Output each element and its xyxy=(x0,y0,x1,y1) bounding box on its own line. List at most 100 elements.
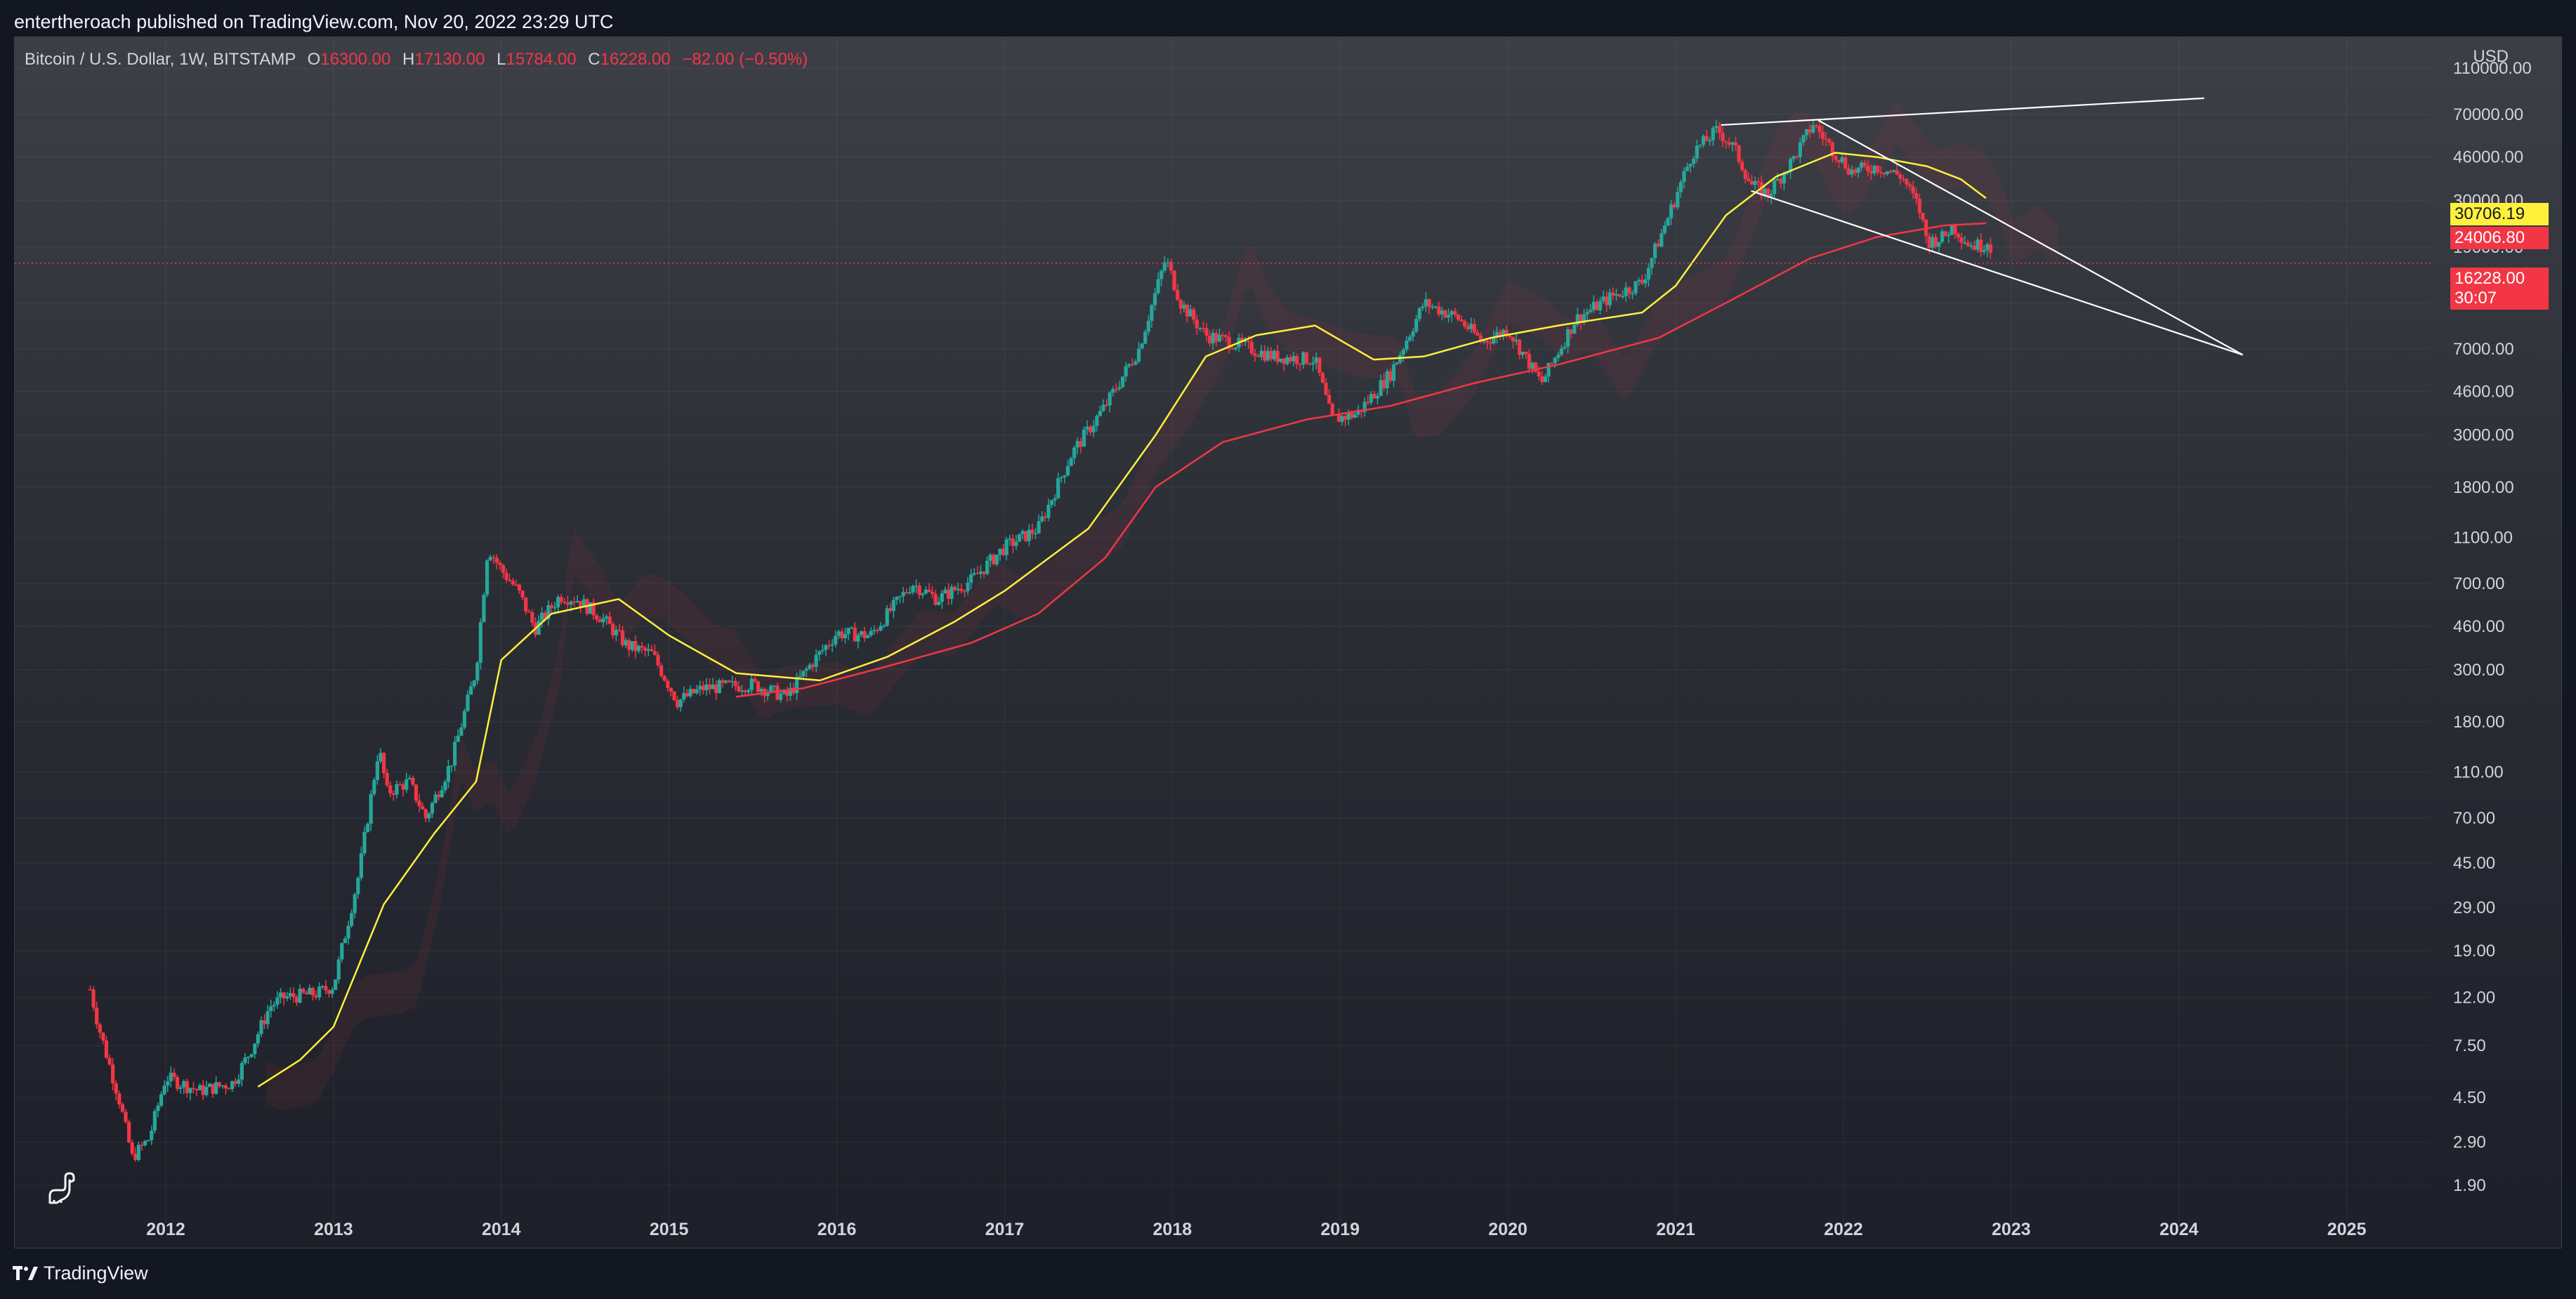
dino-icon[interactable] xyxy=(41,1169,81,1208)
candle-body xyxy=(1637,279,1641,282)
candle-body xyxy=(633,641,638,652)
candle-body xyxy=(1530,362,1535,369)
candle-body xyxy=(1049,500,1054,505)
candle-body xyxy=(1830,142,1834,157)
candle-body xyxy=(740,690,744,692)
candle-body xyxy=(104,1040,109,1058)
candle-body xyxy=(1143,331,1148,344)
candle-body xyxy=(875,630,880,631)
candle-body xyxy=(1401,349,1405,355)
candle-body xyxy=(152,1111,157,1131)
candle-body xyxy=(1040,516,1044,522)
candle-body xyxy=(1201,328,1206,329)
candle-body xyxy=(1043,516,1047,518)
candle-body xyxy=(1336,414,1341,422)
chart-canvas[interactable]: 110000.0070000.0046000.0030000.0019000.0… xyxy=(15,37,2561,1248)
candle-body xyxy=(1124,366,1128,377)
x-tick-label: 2016 xyxy=(817,1220,857,1239)
candle-body xyxy=(385,773,389,786)
candle-body xyxy=(1598,301,1603,310)
candle-body xyxy=(850,627,854,629)
candle-body xyxy=(1421,306,1425,308)
candle-body xyxy=(656,654,660,666)
candle-body xyxy=(1091,426,1096,433)
candle-body xyxy=(563,602,567,603)
candle-body xyxy=(556,597,560,607)
candle-body xyxy=(1327,395,1332,404)
candle-body xyxy=(1008,538,1012,540)
y-tick-label: 45.00 xyxy=(2453,854,2495,873)
candle-body xyxy=(604,616,609,619)
candle-body xyxy=(1317,357,1322,374)
candle-body xyxy=(775,685,780,700)
candle-body xyxy=(940,593,944,602)
candle-body xyxy=(1217,334,1222,342)
candle-body xyxy=(298,989,302,1003)
candle-body xyxy=(1740,161,1744,171)
y-tick-label: 300.00 xyxy=(2453,661,2504,680)
candle-body xyxy=(1033,533,1038,535)
axis-unit-label: USD xyxy=(2473,47,2509,66)
candle-body xyxy=(598,619,602,623)
candle-body xyxy=(559,597,563,602)
candle-body xyxy=(1537,371,1541,376)
publisher-line: entertheroach published on TradingView.c… xyxy=(14,11,614,32)
candle-body xyxy=(423,809,428,819)
y-tick-label: 1800.00 xyxy=(2453,478,2514,497)
high-value: 17130.00 xyxy=(414,50,485,69)
candle-body xyxy=(1253,353,1257,356)
candle-body xyxy=(336,959,341,980)
candle-body xyxy=(221,1085,225,1087)
candle-body xyxy=(672,691,676,700)
footer-brand[interactable]: TradingView xyxy=(13,1262,148,1284)
candle-body xyxy=(572,601,577,603)
candle-body xyxy=(1860,162,1864,168)
candle-body xyxy=(907,592,912,594)
candle-body xyxy=(350,913,354,926)
high-label: H xyxy=(402,50,415,69)
candle-body xyxy=(1853,169,1858,173)
candle-body xyxy=(1721,133,1725,142)
chart-area[interactable]: 110000.0070000.0046000.0030000.0019000.0… xyxy=(14,37,2562,1248)
candle-body xyxy=(662,675,666,681)
candles xyxy=(88,119,1992,1162)
candle-body xyxy=(1808,129,1812,133)
candle-body xyxy=(1585,312,1589,315)
candle-body xyxy=(375,761,379,780)
candle-body xyxy=(810,664,815,667)
candle-body xyxy=(1001,548,1006,555)
candle-body xyxy=(1953,224,1957,235)
candle-body xyxy=(1450,311,1454,315)
candle-body xyxy=(353,894,357,914)
candle-body xyxy=(1059,477,1063,479)
candle-body xyxy=(549,605,554,608)
x-tick-label: 2012 xyxy=(146,1220,185,1239)
y-tick-label: 12.00 xyxy=(2453,989,2495,1008)
candle-body xyxy=(707,684,712,690)
trendline xyxy=(1721,97,2204,126)
candle-body xyxy=(1546,362,1551,377)
candle-body xyxy=(1304,352,1309,364)
candle-body xyxy=(1888,171,1893,173)
candle-body xyxy=(1014,541,1018,546)
candle-body xyxy=(617,629,622,631)
candle-body xyxy=(1453,311,1457,315)
candle-body xyxy=(1866,165,1870,171)
last-price-badge: 16228.00 30:07 xyxy=(2450,268,2549,310)
candle-body xyxy=(1227,337,1231,349)
candle-body xyxy=(1350,412,1354,418)
candle-body xyxy=(1433,306,1438,308)
candle-body xyxy=(1549,362,1554,364)
candle-body xyxy=(1869,171,1873,173)
candle-body xyxy=(1011,538,1015,546)
candle-body xyxy=(659,665,664,676)
candle-body xyxy=(956,588,960,591)
candle-body xyxy=(962,591,967,593)
y-tick-label: 1.90 xyxy=(2453,1176,2486,1195)
candle-body xyxy=(1382,380,1386,388)
candle-body xyxy=(1656,243,1660,247)
candle-body xyxy=(492,557,496,558)
candle-body xyxy=(275,997,280,1005)
candle-body xyxy=(95,1007,99,1024)
candle-body xyxy=(1079,441,1083,447)
